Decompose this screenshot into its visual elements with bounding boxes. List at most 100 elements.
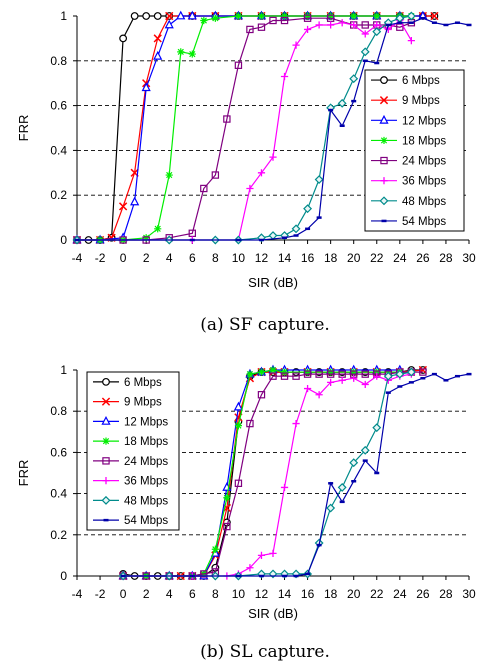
data-point [269,366,277,374]
legend-label: 12 Mbps [124,416,168,428]
data-point [246,184,254,193]
legend-swatch-marker [379,96,389,105]
data-point [349,74,359,84]
data-point [246,564,254,572]
chart-sl-capture: 00.20.40.60.81-4 -2 0 2 4 6 8 10 12 14 16 18 20 22 24 2… [16,363,476,662]
y-tick-label: 0.2 [50,188,67,202]
data-point [246,25,254,34]
data-point [350,374,358,382]
legend-label: 36 Mbps [124,476,168,488]
legend-swatch-marker [379,196,389,206]
y-tick-label: 1 [60,9,67,23]
data-point [223,494,231,502]
data-point [142,12,151,20]
data-point [200,16,208,25]
data-point [188,229,196,237]
legend-swatch-marker [102,377,110,386]
x-tick-label: -2 [95,587,106,601]
data-point [119,34,128,43]
data-point [234,422,243,430]
data-point [280,12,289,20]
legend-label: 24 Mbps [124,456,168,468]
y-tick-label: 0 [60,233,67,247]
legend-label: 48 Mbps [124,495,168,507]
data-point [118,202,128,211]
data-point [141,82,151,92]
series-line [77,19,412,241]
data-point [269,153,277,161]
data-point [360,445,370,455]
data-point [303,370,312,378]
data-point [327,12,335,20]
data-point [350,368,358,376]
x-tick-label: 18 [324,587,338,601]
legend-label: 54 Mbps [124,515,168,527]
data-point [406,11,416,21]
legend-swatch-marker [380,177,388,185]
legend-swatch-marker [380,136,388,145]
x-tick-label: 8 [212,251,219,265]
data-point [338,19,346,27]
data-point [165,171,173,179]
series-line [77,17,412,241]
series-54-mbps [74,16,472,242]
data-point [406,367,416,377]
x-tick-label: -4 [72,587,83,601]
x-tick-label: 26 [416,251,430,265]
x-tick-label: 10 [232,251,246,265]
data-point [187,10,197,20]
legend-label: 6 Mbps [402,75,440,87]
x-tick-label: -2 [95,251,106,265]
legend-label: 6 Mbps [124,377,162,389]
x-tick-label: 20 [347,251,361,265]
x-tick-label: 8 [212,587,219,601]
data-point [280,483,289,492]
y-axis-label: FRR [16,115,31,142]
x-tick-label: 18 [324,251,338,265]
data-point [326,370,335,378]
data-point [396,23,404,31]
y-tick-label: 0.8 [50,54,67,68]
legend-label: 24 Mbps [402,156,446,168]
y-tick-label: 0.4 [50,143,67,157]
data-point [361,21,369,29]
x-tick-label: 26 [416,587,430,601]
legend-label: 18 Mbps [124,436,168,448]
legend-swatch-marker [102,437,110,445]
x-tick-label: 16 [301,251,315,265]
x-tick-label: 4 [166,251,173,265]
data-point [257,391,266,399]
legend-label: 18 Mbps [402,135,446,147]
x-axis-label: SIR (dB) [248,275,298,290]
data-point [154,225,162,233]
data-point [303,368,312,376]
data-point [373,12,381,20]
data-point [315,370,323,378]
data-point [349,458,359,468]
legend-swatch-marker [102,457,110,465]
data-point [303,12,312,20]
legend-swatch-marker [101,415,111,425]
x-tick-label: 28 [439,587,453,601]
x-tick-label: 12 [255,251,269,265]
legend: 6 Mbps 9 Mbps 12 Mbps 18 Mbps 24 Mbps 36 Mbps… [364,69,465,232]
data-point [257,23,266,31]
x-tick-label: 24 [393,251,407,265]
data-point [292,419,300,428]
data-point [383,371,393,381]
figure-caption: (a) SF capture. [200,315,330,335]
data-point [257,12,266,20]
x-tick-label: 6 [189,251,196,265]
data-point [303,384,312,393]
x-tick-label: 0 [120,587,127,601]
data-point [373,372,381,380]
x-tick-label: 16 [301,587,315,601]
legend-label: 9 Mbps [124,397,162,409]
series-54-mbps [120,372,472,578]
y-tick-label: 0.6 [50,99,67,113]
data-point [350,12,358,20]
data-point [430,11,439,21]
data-point [315,21,323,29]
data-point [246,419,254,428]
